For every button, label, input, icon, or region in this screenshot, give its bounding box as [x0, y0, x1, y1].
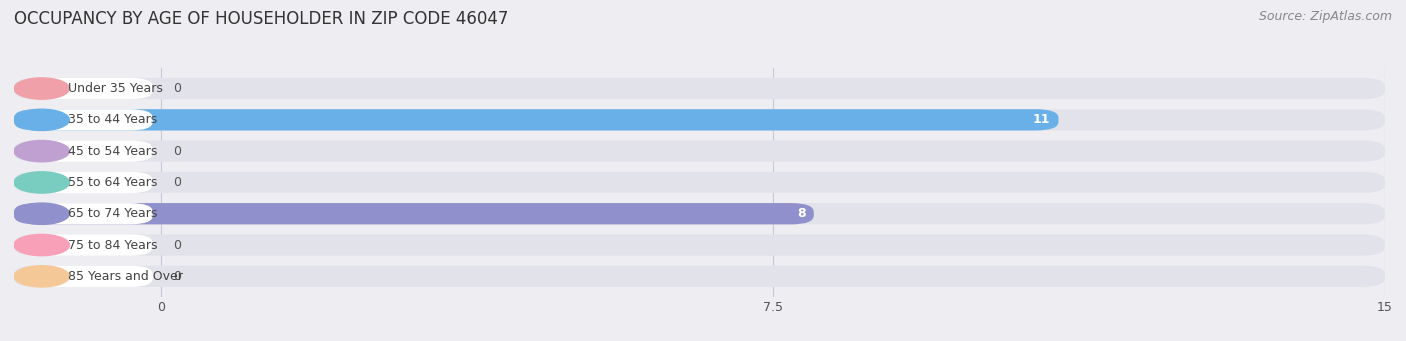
- FancyBboxPatch shape: [14, 203, 814, 224]
- FancyBboxPatch shape: [14, 234, 1385, 256]
- Text: OCCUPANCY BY AGE OF HOUSEHOLDER IN ZIP CODE 46047: OCCUPANCY BY AGE OF HOUSEHOLDER IN ZIP C…: [14, 10, 509, 28]
- FancyBboxPatch shape: [18, 109, 153, 131]
- Text: 0: 0: [173, 270, 181, 283]
- Text: 35 to 44 Years: 35 to 44 Years: [67, 113, 157, 126]
- Text: 0: 0: [173, 239, 181, 252]
- Text: Under 35 Years: Under 35 Years: [67, 82, 163, 95]
- FancyBboxPatch shape: [18, 203, 153, 224]
- Text: 55 to 64 Years: 55 to 64 Years: [67, 176, 157, 189]
- FancyBboxPatch shape: [18, 234, 153, 256]
- Circle shape: [14, 172, 69, 193]
- Text: 0: 0: [173, 145, 181, 158]
- FancyBboxPatch shape: [14, 266, 1385, 287]
- Circle shape: [14, 109, 69, 131]
- Text: 45 to 54 Years: 45 to 54 Years: [67, 145, 157, 158]
- Text: 0: 0: [173, 82, 181, 95]
- FancyBboxPatch shape: [14, 203, 1385, 224]
- Text: 11: 11: [1033, 113, 1050, 126]
- Circle shape: [14, 78, 69, 99]
- Text: 65 to 74 Years: 65 to 74 Years: [67, 207, 157, 220]
- Text: 85 Years and Over: 85 Years and Over: [67, 270, 183, 283]
- Text: 0: 0: [173, 176, 181, 189]
- FancyBboxPatch shape: [18, 78, 153, 99]
- Circle shape: [14, 203, 69, 224]
- Text: Source: ZipAtlas.com: Source: ZipAtlas.com: [1258, 10, 1392, 23]
- Circle shape: [14, 234, 69, 256]
- Text: 75 to 84 Years: 75 to 84 Years: [67, 239, 157, 252]
- FancyBboxPatch shape: [18, 266, 153, 287]
- FancyBboxPatch shape: [14, 140, 1385, 162]
- FancyBboxPatch shape: [14, 172, 1385, 193]
- Text: 8: 8: [797, 207, 806, 220]
- Circle shape: [14, 266, 69, 287]
- Circle shape: [14, 140, 69, 162]
- FancyBboxPatch shape: [14, 109, 1059, 131]
- FancyBboxPatch shape: [18, 140, 153, 162]
- FancyBboxPatch shape: [14, 109, 1385, 131]
- FancyBboxPatch shape: [18, 172, 153, 193]
- FancyBboxPatch shape: [14, 78, 1385, 99]
